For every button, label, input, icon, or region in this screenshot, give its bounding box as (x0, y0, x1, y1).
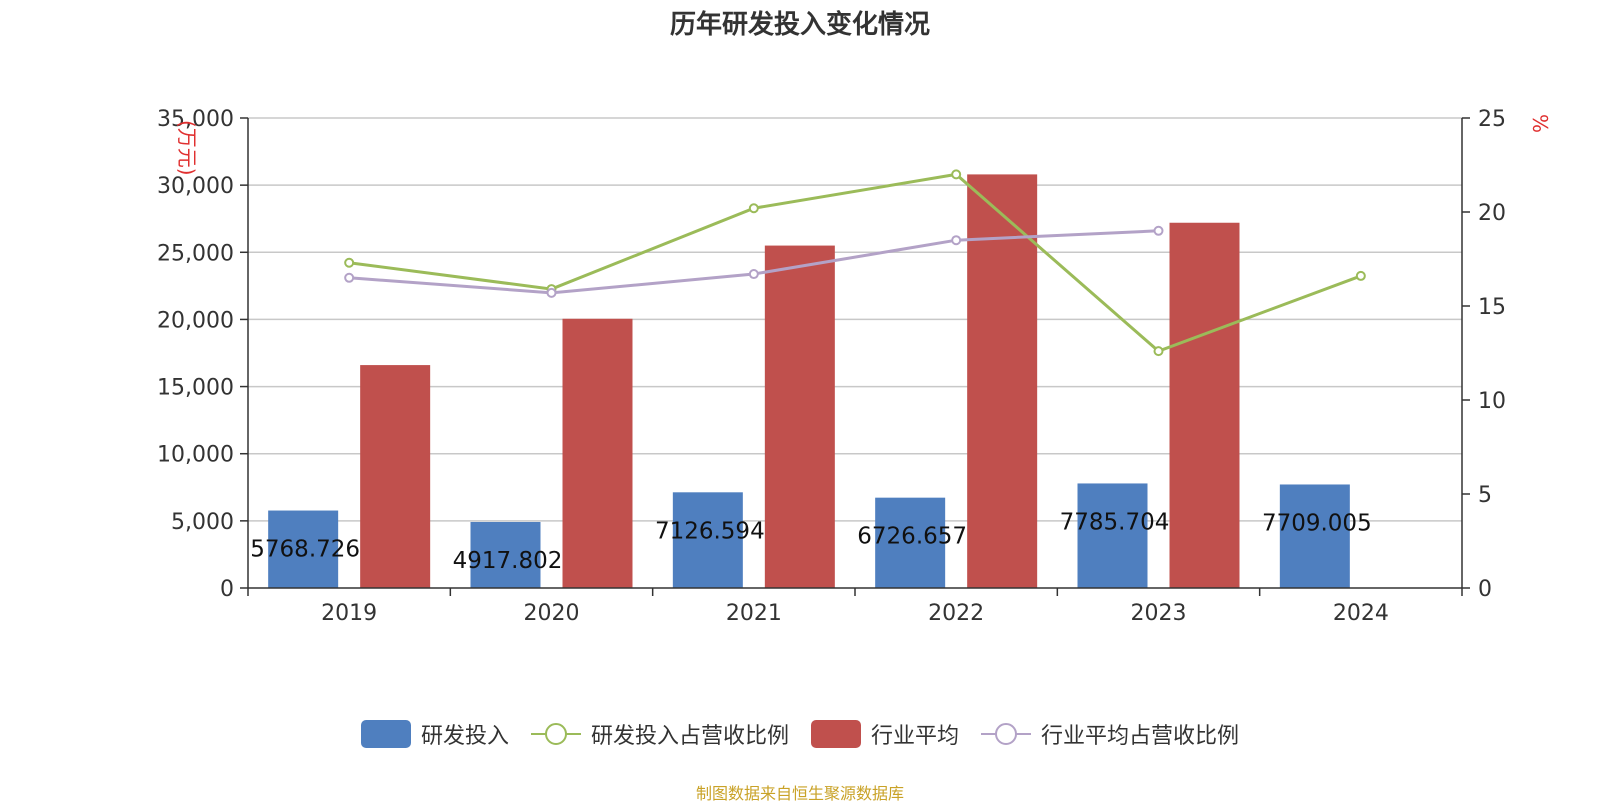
left-axis-tick-label: 30,000 (157, 174, 234, 199)
left-axis-tick-label: 10,000 (157, 443, 234, 468)
left-axis-tick-label: 15,000 (157, 376, 234, 401)
legend-swatch-industry-avg (811, 720, 861, 748)
point-rd-ratio (951, 169, 962, 180)
x-axis-tick-label: 2021 (726, 601, 782, 626)
right-axis-tick-label: 5 (1478, 483, 1492, 508)
bar-rd-input (1077, 483, 1148, 588)
bar-industry-avg (967, 174, 1038, 588)
bar-industry-avg (764, 245, 835, 589)
legend-item-rd-ratio[interactable]: 研发投入占营收比例 (530, 718, 789, 750)
bars (268, 174, 1350, 589)
point-rd-ratio (748, 203, 759, 214)
chart-title: 历年研发投入变化情况 (669, 10, 930, 40)
point-industry-ratio (546, 287, 557, 298)
left-axis-tick-label: 0 (220, 577, 234, 602)
point-rd-ratio (344, 257, 355, 268)
data-label-rd-input: 7709.005 (1262, 510, 1372, 536)
legend-label-rd-input: 研发投入 (420, 724, 509, 749)
legend-item-industry-avg[interactable]: 行业平均 (811, 718, 959, 750)
point-industry-ratio (344, 272, 355, 283)
bar-industry-avg (562, 318, 633, 588)
source-note: 制图数据来自恒生聚源数据库 (695, 784, 904, 803)
right-axis-tick-label: 10 (1478, 389, 1506, 414)
data-labels: 5768.726 4917.802 7126.594 6726.657 7785.704… (250, 509, 1371, 574)
bar-rd-input (875, 497, 946, 588)
legend-label-industry-avg: 行业平均 (871, 724, 960, 749)
x-axis-tick-label: 2023 (1131, 601, 1187, 626)
left-axis-tick-label: 35,000 (157, 107, 234, 132)
bar-industry-avg (1169, 222, 1240, 588)
left-axis-tick-label: 20,000 (157, 308, 234, 333)
data-label-rd-input: 7785.704 (1060, 509, 1170, 535)
left-axis-unit: (万元) (175, 120, 199, 176)
bar-rd-input (470, 521, 541, 588)
x-axis-tick-label: 2024 (1333, 601, 1389, 626)
point-rd-ratio (1355, 270, 1366, 281)
point-industry-ratio (748, 269, 759, 280)
bar-rd-input (672, 492, 743, 588)
x-axis-tick-label: 2022 (928, 601, 984, 626)
data-label-rd-input: 7126.594 (655, 518, 765, 544)
legend-swatch-rd-input (360, 720, 411, 748)
line-rd-ratio (348, 172, 1362, 353)
legend-label-rd-ratio: 研发投入占营收比例 (590, 724, 789, 749)
legend-item-rd-input[interactable]: 研发投入 (360, 718, 509, 750)
right-axis-tick-label: 15 (1478, 295, 1506, 320)
grid (248, 117, 1462, 522)
point-industry-ratio (1153, 225, 1164, 236)
right-axis-tick-label: 25 (1478, 107, 1506, 132)
legend-label-industry-ratio: 行业平均占营收比例 (1041, 724, 1240, 749)
bar-industry-avg (360, 365, 431, 588)
legend-marker-industry-ratio (981, 720, 1032, 748)
x-axis-tick-label: 2020 (524, 601, 580, 626)
right-axis-tick-label: 0 (1478, 577, 1492, 602)
point-industry-ratio (951, 235, 962, 246)
axes: 0 5,000 10,000 15,000 20,000 25,000 30,000 35,0… (157, 107, 1552, 626)
left-axis-tick-label: 5,000 (171, 510, 234, 535)
legend-item-industry-ratio[interactable]: 行业平均占营收比例 (981, 718, 1239, 750)
x-axis-tick-label: 2019 (321, 601, 377, 626)
legend-marker-rd-ratio (530, 720, 581, 748)
bar-rd-input (268, 510, 339, 588)
left-axis-tick-label: 25,000 (157, 241, 234, 266)
lines (344, 169, 1366, 357)
data-label-rd-input: 4917.802 (453, 548, 563, 574)
legend: 研发投入 研发投入占营收比例 行业平均 行业平均占营收比例 (0, 718, 1600, 750)
data-label-rd-input: 5768.726 (250, 537, 360, 563)
data-label-rd-input: 6726.657 (857, 524, 967, 550)
point-rd-ratio (1153, 346, 1164, 357)
bar-rd-input (1279, 484, 1350, 588)
right-axis-tick-label: 20 (1478, 201, 1506, 226)
right-axis-unit: % (1528, 114, 1552, 133)
